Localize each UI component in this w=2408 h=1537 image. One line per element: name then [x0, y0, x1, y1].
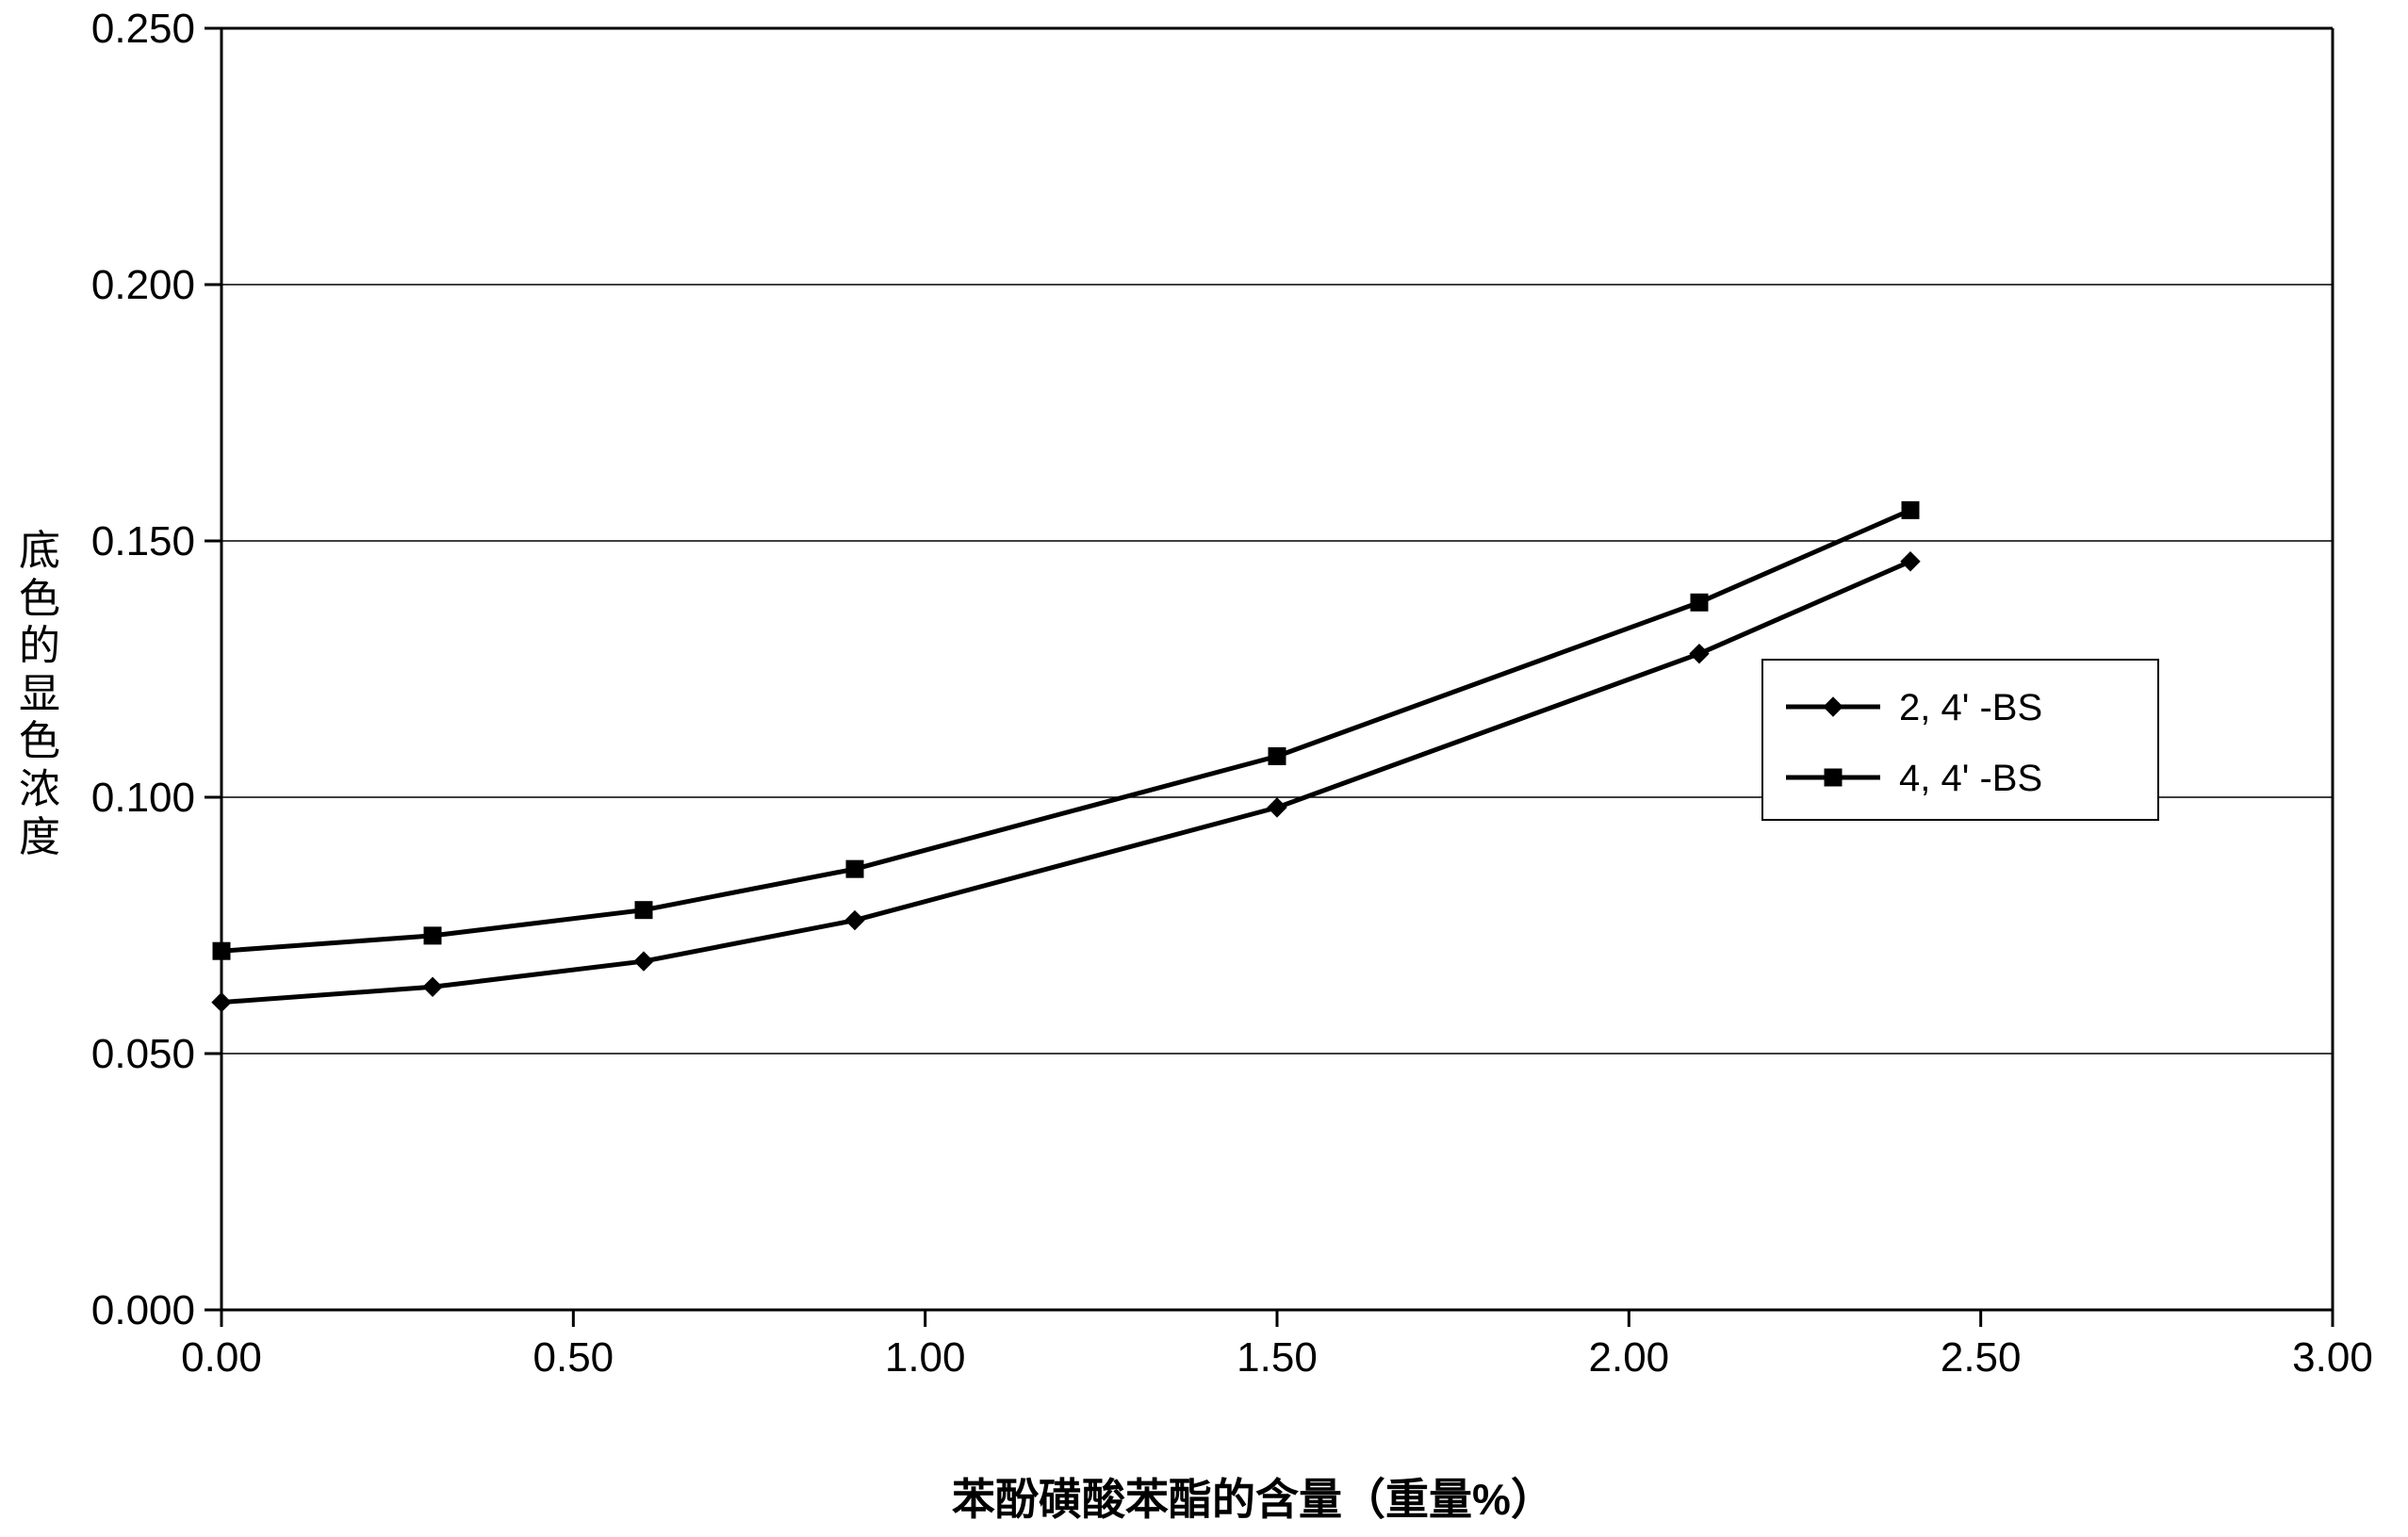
x-axis-label: 苯酚磺酸苯酯的含量（重量%） — [952, 1465, 1554, 1528]
x-tick-label: 1.50 — [1237, 1334, 1318, 1381]
marker-square — [1825, 769, 1842, 786]
y-tick-label: 0.100 — [91, 775, 195, 821]
x-tick-label: 2.50 — [1941, 1334, 2022, 1381]
x-tick-label: 3.00 — [2292, 1334, 2373, 1381]
y-tick-label: 0.050 — [91, 1031, 195, 1077]
marker-square — [1269, 747, 1286, 764]
x-tick-label: 1.00 — [885, 1334, 966, 1381]
legend-label: 4, 4' -BS — [1899, 758, 2042, 799]
y-tick-label: 0.150 — [91, 518, 195, 564]
y-tick-label: 0.000 — [91, 1287, 195, 1333]
x-tick-label: 2.00 — [1589, 1334, 1670, 1381]
marker-square — [846, 860, 863, 877]
y-tick-label: 0.200 — [91, 262, 195, 308]
marker-square — [424, 927, 441, 944]
x-tick-label: 0.00 — [181, 1334, 262, 1381]
marker-square — [1691, 594, 1708, 611]
legend-label: 2, 4' -BS — [1899, 687, 2042, 728]
chart-container: 0.00 0.50 1.00 1.50 2.00 2.50 3.00 0.000 0.050 0.… — [0, 0, 2408, 1537]
marker-square — [635, 902, 652, 919]
y-axis-label: 底色的显色浓度 — [19, 528, 60, 861]
chart-svg: 0.00 0.50 1.00 1.50 2.00 2.50 3.00 0.000 0.050 0.… — [0, 0, 2408, 1537]
marker-square — [1902, 501, 1919, 518]
y-tick-label: 0.250 — [91, 6, 195, 52]
x-tick-label: 0.50 — [533, 1334, 614, 1381]
marker-square — [213, 942, 230, 959]
